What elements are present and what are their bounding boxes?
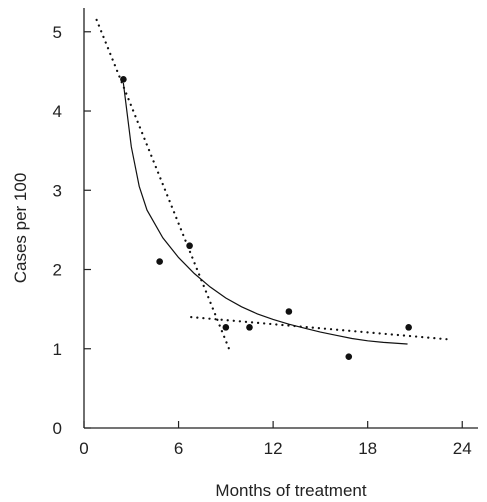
- x-tick-label: 0: [79, 439, 88, 458]
- y-tick-label: 2: [53, 261, 62, 280]
- data-point: [156, 258, 163, 265]
- dotted-trend-line-steep: [95, 18, 232, 354]
- x-axis-title: Months of treatment: [215, 481, 366, 500]
- dotted-trend-line-flat: [190, 316, 448, 341]
- data-point: [285, 308, 293, 315]
- y-tick-label: 0: [53, 419, 62, 438]
- y-tick-label: 5: [53, 23, 62, 42]
- x-tick-label: 12: [264, 439, 283, 458]
- plot-area: [95, 18, 448, 360]
- x-tick-label: 24: [453, 439, 472, 458]
- data-point: [405, 324, 412, 331]
- y-tick-label: 3: [53, 181, 62, 200]
- x-tick-label: 18: [358, 439, 377, 458]
- x-tick-label: 6: [174, 439, 183, 458]
- y-tick-label: 4: [53, 102, 62, 121]
- y-tick-label: 1: [53, 340, 62, 359]
- data-point: [222, 324, 230, 331]
- axes: [83, 8, 478, 429]
- data-point: [345, 353, 353, 360]
- data-point: [246, 324, 253, 331]
- fitted-curve: [122, 82, 408, 345]
- data-point: [120, 76, 127, 83]
- y-axis-title: Cases per 100: [11, 173, 30, 284]
